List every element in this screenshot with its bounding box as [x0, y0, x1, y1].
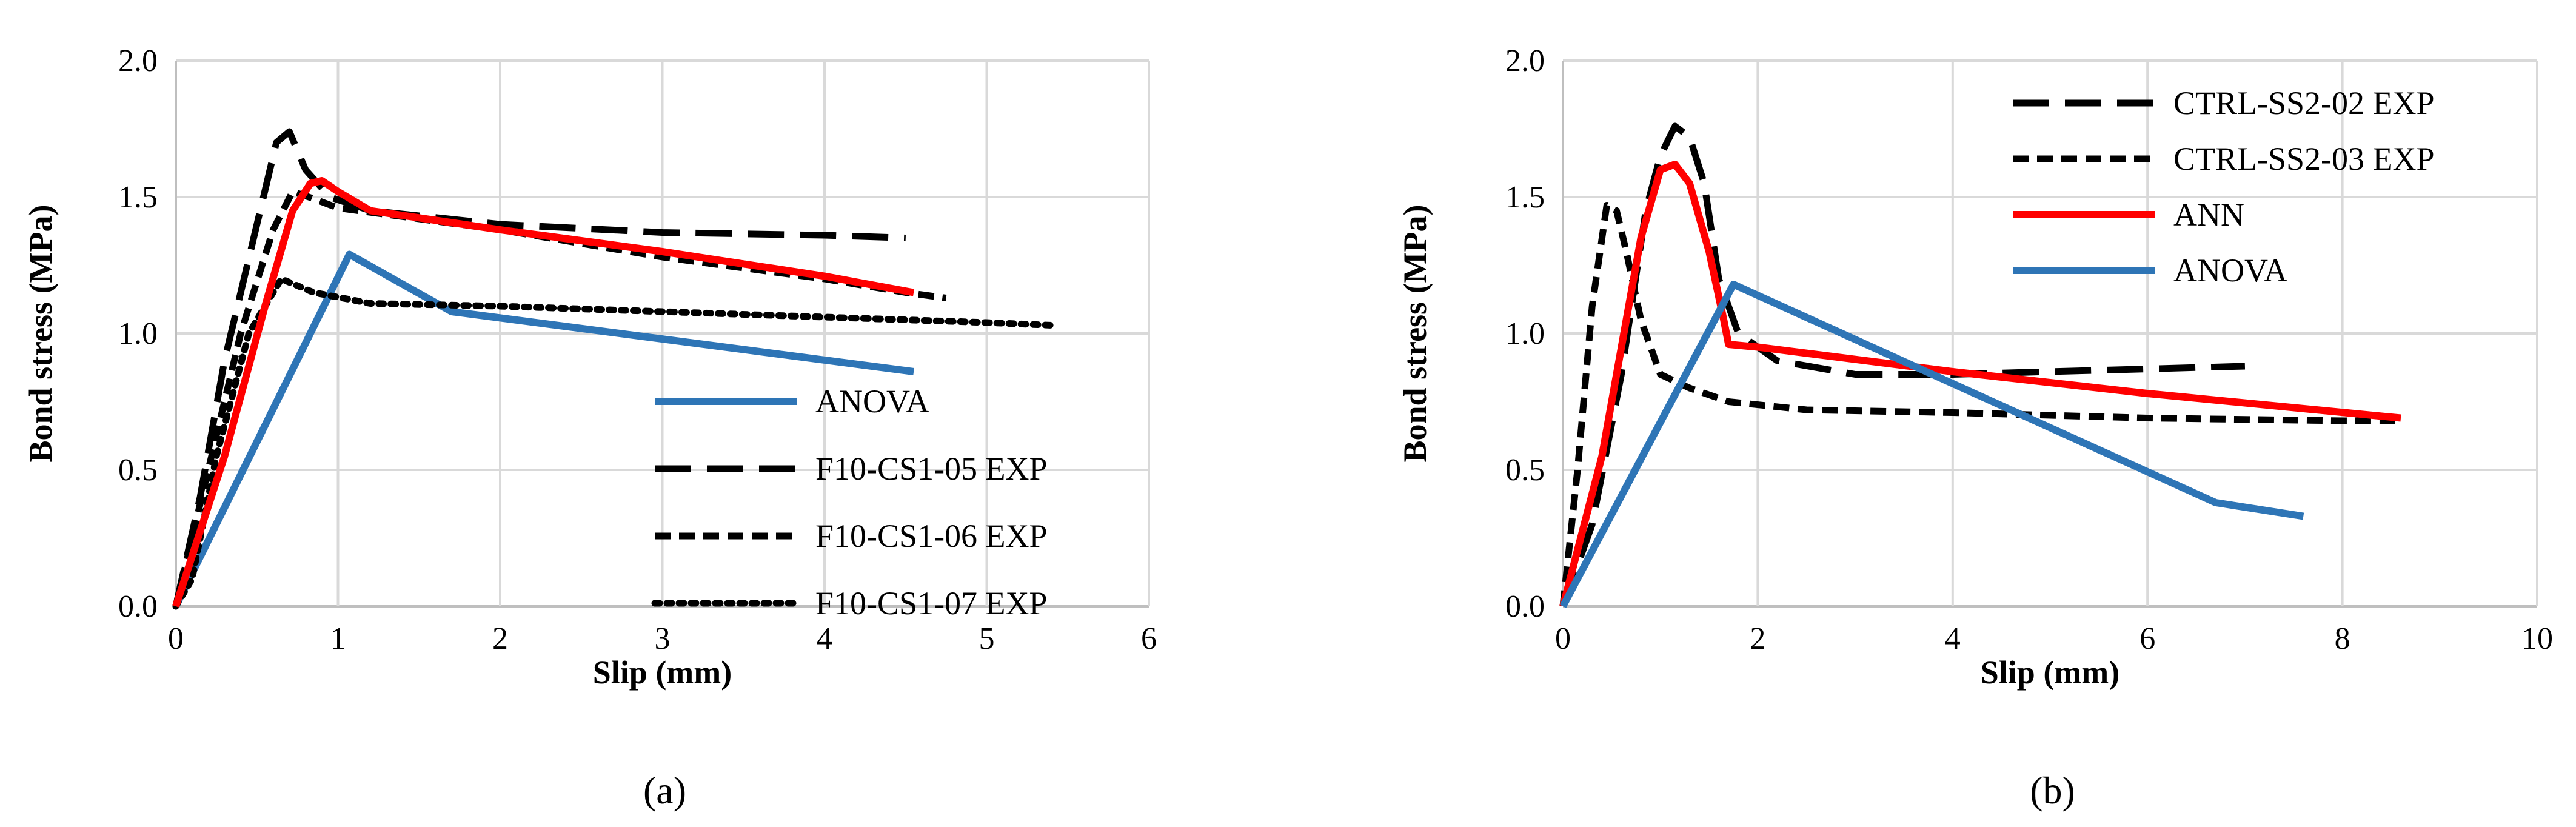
x-tick-label: 6: [2139, 621, 2155, 656]
y-tick-label: 0.0: [1505, 589, 1545, 624]
y-tick-label: 1.5: [118, 180, 158, 215]
x-tick-label: 2: [1750, 621, 1765, 656]
x-tick-label: 8: [2335, 621, 2350, 656]
series-line-ctrl-ss2-03-exp: [1559, 202, 2401, 607]
y-axis-title: Bond stress (MPa): [1397, 205, 1433, 463]
x-axis-title: Slip (mm): [1981, 654, 2120, 691]
x-tick-label: 6: [1141, 621, 1157, 656]
legend-label: F10-CS1-05 EXP: [815, 450, 1048, 487]
y-tick-label: 1.0: [118, 316, 158, 351]
y-tick-label: 2.0: [118, 44, 158, 78]
chart-a: 0.0 0.5 1.0 1.5 2.0 0 1 2 3 4 5 6 ANOVA F10-CS1-05 EX…: [22, 44, 1157, 812]
legend-label: ANOVA: [2173, 252, 2287, 289]
series-line-f10-cs1-07-exp: [172, 275, 1055, 610]
x-tick-label: 10: [2521, 621, 2553, 656]
legend-label: ANN: [2173, 196, 2244, 233]
series-line-anova: [172, 250, 914, 608]
legend: ANOVA F10-CS1-05 EXP F10-CS1-06 EXP F10-CS1…: [651, 383, 1048, 621]
x-axis-title: Slip (mm): [593, 654, 732, 691]
x-tick-label: 3: [655, 621, 671, 656]
panel-caption: (b): [2030, 769, 2075, 812]
x-tick-label: 2: [492, 621, 508, 656]
y-tick-label: 0.0: [118, 589, 158, 624]
x-tick-label: 5: [979, 621, 995, 656]
y-tick-label: 0.5: [1505, 453, 1545, 487]
x-tick-label: 4: [1945, 621, 1961, 656]
y-tick-label: 1.0: [1505, 316, 1545, 351]
legend-label: CTRL-SS2-02 EXP: [2173, 85, 2435, 121]
legend-label: ANOVA: [815, 383, 929, 420]
series-line-anova: [1559, 281, 2304, 608]
series-line-ann: [1559, 161, 2401, 608]
legend-label: CTRL-SS2-03 EXP: [2173, 141, 2435, 177]
y-axis-title: Bond stress (MPa): [22, 205, 59, 463]
x-tick-label: 0: [168, 621, 184, 656]
x-tick-label: 0: [1555, 621, 1571, 656]
legend: CTRL-SS2-02 EXP CTRL-SS2-03 EXP ANN ANOVA: [2013, 85, 2435, 289]
y-tick-label: 1.5: [1505, 180, 1545, 215]
x-tick-label: 4: [817, 621, 832, 656]
legend-label: F10-CS1-07 EXP: [815, 585, 1048, 621]
y-tick-label: 2.0: [1505, 44, 1545, 78]
panel-caption: (a): [643, 769, 686, 812]
legend-label: F10-CS1-06 EXP: [815, 518, 1048, 554]
y-tick-label: 0.5: [118, 453, 158, 487]
x-tick-label: 1: [330, 621, 346, 656]
series-line-ann: [172, 177, 915, 608]
series-line-f10-cs1-05-exp: [172, 128, 906, 608]
